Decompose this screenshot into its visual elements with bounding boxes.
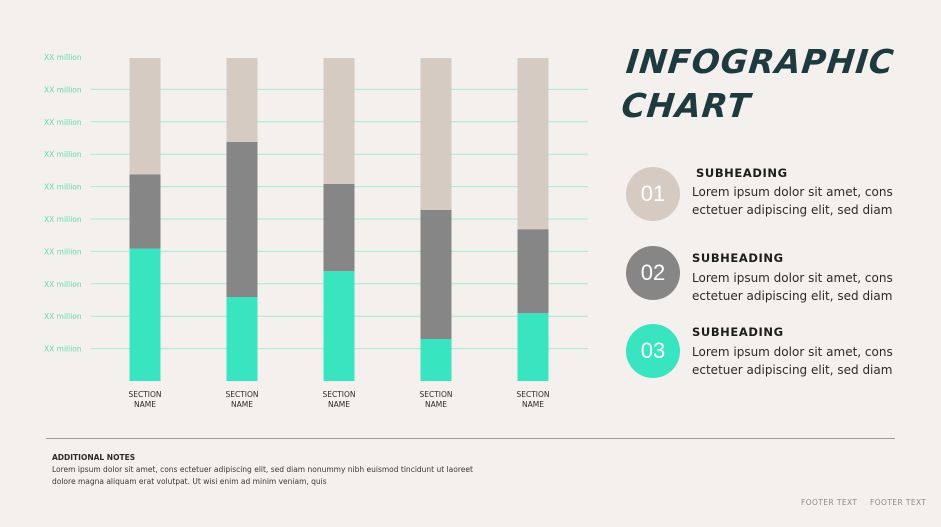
x-tick-label: NAME <box>328 400 350 409</box>
legend-badge-2: 02 <box>626 246 680 300</box>
legend-badge-3: 03 <box>626 324 680 378</box>
y-tick-label: XX million <box>44 85 82 94</box>
y-tick-label: XX million <box>44 118 82 127</box>
x-tick-label: SECTION <box>322 390 355 399</box>
legend-item-2: 02 SUBHEADING Lorem ipsum dolor sit amet… <box>626 246 926 306</box>
bar-segment-01 <box>226 58 258 142</box>
y-tick-label: XX million <box>44 280 82 289</box>
bar-segment-01 <box>420 58 452 210</box>
legend-text-2: Lorem ipsum dolor sit amet, cons ectetue… <box>692 271 893 303</box>
x-tick-label: NAME <box>231 400 253 409</box>
legend-heading-2: SUBHEADING <box>692 251 784 265</box>
bar-segment-02 <box>226 141 258 298</box>
y-tick-label: XX million <box>44 312 82 321</box>
legend-text-1: Lorem ipsum dolor sit amet, cons ectetue… <box>692 185 893 217</box>
legend-text-3: Lorem ipsum dolor sit amet, cons ectetue… <box>692 345 893 377</box>
notes-body: Lorem ipsum dolor sit amet, cons ectetue… <box>52 465 473 486</box>
bar-segment-02 <box>323 183 355 272</box>
notes-title: ADDITIONAL NOTES <box>52 453 136 462</box>
bar-segment-01 <box>129 58 161 175</box>
y-tick-label: XX million <box>44 150 82 159</box>
stacked-bar-chart: XX million XX million XX million XX million… <box>44 53 588 409</box>
y-tick-label: XX million <box>44 183 82 192</box>
divider <box>46 438 895 439</box>
bar-segment-03 <box>226 297 258 381</box>
page-title: INFOGRAPHIC CHART <box>619 42 897 125</box>
legend-item-3: 03 SUBHEADING Lorem ipsum dolor sit amet… <box>626 324 926 384</box>
bar-segment-03 <box>323 271 355 381</box>
bar-segment-02 <box>420 209 452 340</box>
y-tick-label: XX million <box>44 53 82 62</box>
footer-text-2: FOOTER TEXT <box>870 498 927 507</box>
x-tick-label: SECTION <box>225 390 258 399</box>
bar-segment-03 <box>517 313 549 381</box>
y-tick-label: XX million <box>44 345 82 354</box>
x-tick-label: NAME <box>134 400 156 409</box>
bar-segment-01 <box>517 58 549 230</box>
bar-segment-03 <box>129 248 161 381</box>
bar-segment-01 <box>323 58 355 184</box>
legend-heading-1: SUBHEADING <box>696 166 788 180</box>
x-tick-label: SECTION <box>516 390 549 399</box>
x-tick-label: NAME <box>522 400 544 409</box>
x-tick-label: NAME <box>425 400 447 409</box>
y-tick-label: XX million <box>44 215 82 224</box>
y-tick-label: XX million <box>44 247 82 256</box>
bar-segment-02 <box>517 229 549 314</box>
legend-item-1: 01 SUBHEADING Lorem ipsum dolor sit amet… <box>626 166 926 227</box>
legend-heading-3: SUBHEADING <box>692 325 784 339</box>
x-tick-label: SECTION <box>128 390 161 399</box>
bar-segment-02 <box>129 174 161 249</box>
x-tick-label: SECTION <box>419 390 452 399</box>
footer-text-1: FOOTER TEXT <box>801 498 858 507</box>
legend-badge-1: 01 <box>626 167 680 221</box>
bar-segment-03 <box>420 339 452 381</box>
